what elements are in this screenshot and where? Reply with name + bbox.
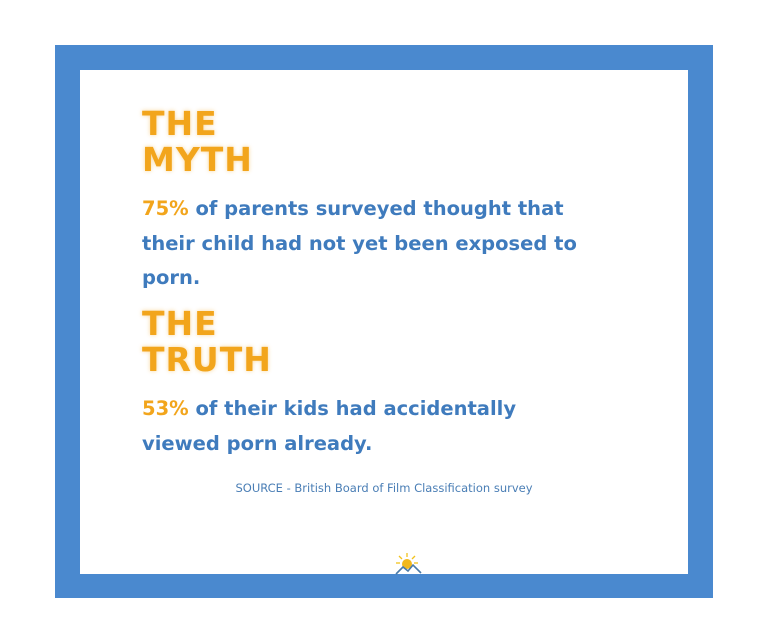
myth-heading-line1: THE	[142, 104, 218, 143]
myth-percent: 75%	[142, 197, 189, 220]
truth-percent: 53%	[142, 397, 189, 420]
source-note: SOURCE - British Board of Film Classific…	[235, 481, 533, 495]
truth-statement: of their kids had accidentally viewed po…	[142, 397, 517, 455]
myth-heading: THE MYTH	[142, 106, 253, 178]
myth-text: 75% of parents surveyed thought that the…	[142, 192, 582, 296]
sun-over-mountains-icon	[395, 553, 422, 575]
truth-heading-line1: THE	[142, 304, 218, 343]
blue-frame: THE MYTH 75% of parents surveyed thought…	[55, 45, 713, 598]
truth-heading-line2: TRUTH	[142, 340, 272, 379]
content-panel: THE MYTH 75% of parents surveyed thought…	[80, 70, 688, 575]
truth-text: 53% of their kids had accidentally viewe…	[142, 392, 562, 461]
myth-statement: of parents surveyed thought that their c…	[142, 197, 577, 289]
myth-heading-line2: MYTH	[142, 140, 253, 179]
truth-heading: THE TRUTH	[142, 306, 272, 378]
